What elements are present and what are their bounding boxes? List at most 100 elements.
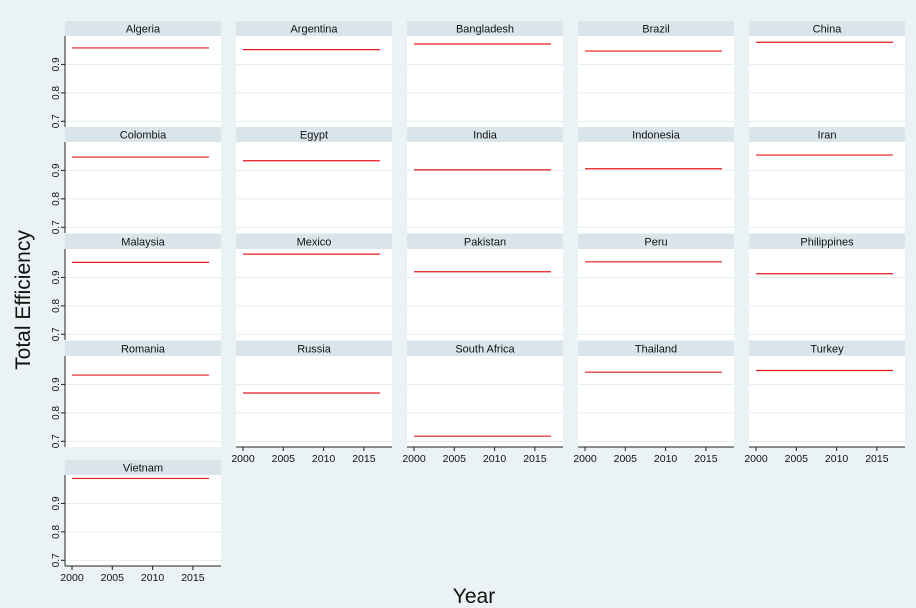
panel-bangladesh: Bangladesh (407, 21, 563, 127)
plot-area (749, 36, 905, 127)
panel-romania: Romania 0.7 0.8 0.9 (51, 341, 221, 448)
plot-area (407, 142, 563, 233)
panel-header (65, 341, 221, 356)
panel-title: Bangladesh (456, 24, 514, 36)
panel-header (236, 341, 392, 356)
x-tick-label: 2010 (483, 453, 507, 465)
panel-header (407, 127, 563, 142)
panel-iran: Iran (749, 127, 905, 233)
panel-header (407, 234, 563, 249)
y-tick-label: 0.7 (51, 327, 62, 341)
panel-title: Peru (644, 237, 667, 249)
plot-area (65, 356, 221, 447)
x-tick-label: 2015 (352, 453, 376, 465)
y-tick-label: 0.8 (51, 298, 62, 312)
plot-area (236, 249, 392, 340)
panel-egypt: Egypt (236, 127, 392, 233)
x-tick-label: 2005 (614, 453, 638, 465)
panel-title: Vietnam (123, 463, 163, 475)
panel-colombia: Colombia 0.7 0.8 0.9 (51, 127, 221, 234)
x-axis-label: Year (453, 585, 495, 608)
plot-area (65, 249, 221, 340)
x-tick-label: 2015 (523, 453, 547, 465)
plot-area (578, 142, 734, 233)
x-tick-label: 2010 (654, 453, 678, 465)
panel-header (65, 21, 221, 36)
panel-title: Iran (818, 130, 837, 142)
panel-title: Russia (297, 344, 332, 356)
plot-area (578, 36, 734, 127)
panel-header (749, 341, 905, 356)
panel-title: South Africa (455, 344, 515, 356)
y-tick-label: 0.7 (51, 553, 62, 567)
panel-header (749, 234, 905, 249)
x-tick-label: 2010 (825, 453, 849, 465)
plot-area (407, 356, 563, 447)
panel-title: China (813, 24, 843, 36)
y-tick-label: 0.9 (51, 57, 62, 71)
x-tick-label: 2015 (865, 453, 889, 465)
y-tick-label: 0.8 (51, 85, 62, 99)
plot-area (407, 249, 563, 340)
panel-south-africa: South Africa 2000 2005 2010 2015 (402, 341, 563, 465)
plot-area (749, 249, 905, 340)
x-tick-label: 2000 (744, 453, 768, 465)
x-tick-label: 2000 (60, 572, 84, 584)
panel-header (578, 127, 734, 142)
y-tick-label: 0.9 (51, 377, 62, 391)
y-tick-label: 0.9 (51, 163, 62, 177)
plot-area (578, 249, 734, 340)
panel-header (578, 234, 734, 249)
panel-header (749, 127, 905, 142)
plot-area (749, 142, 905, 233)
panel-header (749, 21, 905, 36)
panel-title: Argentina (290, 24, 338, 36)
panel-thailand: Thailand 2000 2005 2010 2015 (573, 341, 734, 465)
panel-title: Turkey (810, 344, 844, 356)
y-tick-label: 0.7 (51, 434, 62, 448)
panel-header (407, 341, 563, 356)
panel-vietnam: Vietnam 0.7 0.8 0.9 2000 2005 2010 2015 (51, 460, 221, 584)
plot-area (749, 356, 905, 447)
panel-philippines: Philippines (749, 234, 905, 340)
x-tick-label: 2010 (312, 453, 336, 465)
x-tick-label: 2015 (694, 453, 718, 465)
panel-algeria: Algeria 0.7 0.8 0.9 (51, 21, 221, 128)
y-tick-label: 0.8 (51, 405, 62, 419)
panel-brazil: Brazil (578, 21, 734, 127)
y-tick-label: 0.8 (51, 524, 62, 538)
x-tick-label: 2005 (785, 453, 809, 465)
panel-header (578, 21, 734, 36)
x-tick-label: 2010 (141, 572, 165, 584)
y-tick-label: 0.9 (51, 270, 62, 284)
y-axis-label: Total Efficiency (12, 230, 35, 370)
plot-area (407, 36, 563, 127)
panel-argentina: Argentina (236, 21, 392, 127)
x-tick-label: 2000 (573, 453, 597, 465)
panel-china: China (749, 21, 905, 127)
panel-title: Thailand (635, 344, 677, 356)
x-tick-label: 2000 (402, 453, 426, 465)
panel-title: Romania (121, 344, 166, 356)
panel-header (578, 341, 734, 356)
plot-area (578, 356, 734, 447)
y-tick-label: 0.7 (51, 220, 62, 234)
panel-mexico: Mexico (236, 234, 392, 340)
plot-area (65, 475, 221, 566)
x-tick-label: 2015 (181, 572, 205, 584)
panel-header (65, 234, 221, 249)
panel-malaysia: Malaysia 0.7 0.8 0.9 (51, 234, 221, 341)
panel-peru: Peru (578, 234, 734, 340)
panel-title: Algeria (126, 24, 161, 36)
panel-header (236, 127, 392, 142)
panel-russia: Russia 2000 2005 2010 2015 (231, 341, 392, 465)
panel-indonesia: Indonesia (578, 127, 734, 233)
panel-header (236, 21, 392, 36)
panel-turkey: Turkey 2000 2005 2010 2015 (744, 341, 905, 465)
panel-grid: Algeria 0.7 0.8 0.9 Argentina Bangladesh Brazi… (51, 21, 905, 584)
y-tick-label: 0.7 (51, 114, 62, 128)
x-tick-label: 2000 (231, 453, 255, 465)
panel-title: Pakistan (464, 237, 506, 249)
panel-title: Mexico (297, 237, 332, 249)
